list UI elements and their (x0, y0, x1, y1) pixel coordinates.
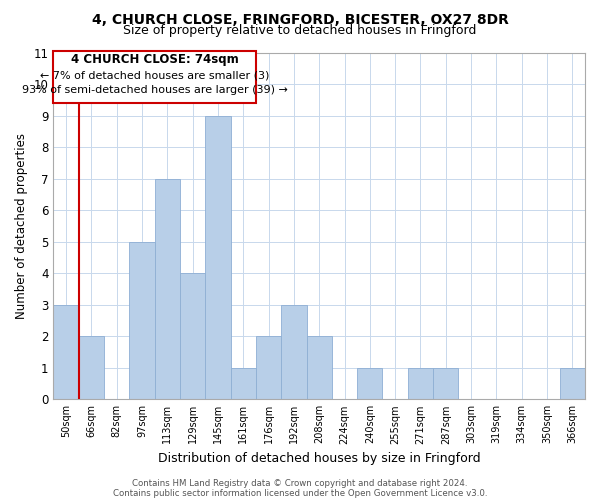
Text: 4, CHURCH CLOSE, FRINGFORD, BICESTER, OX27 8DR: 4, CHURCH CLOSE, FRINGFORD, BICESTER, OX… (92, 12, 508, 26)
Bar (433, 368, 458, 400)
Bar (281, 304, 307, 400)
Y-axis label: Number of detached properties: Number of detached properties (15, 133, 28, 319)
Bar (408, 368, 433, 400)
X-axis label: Distribution of detached houses by size in Fringford: Distribution of detached houses by size … (158, 452, 481, 465)
Bar (560, 368, 585, 400)
Bar (256, 336, 281, 400)
Bar (180, 273, 205, 400)
Text: 93% of semi-detached houses are larger (39) →: 93% of semi-detached houses are larger (… (22, 84, 287, 94)
Bar (205, 116, 230, 400)
Text: 4 CHURCH CLOSE: 74sqm: 4 CHURCH CLOSE: 74sqm (71, 54, 239, 66)
Bar (79, 336, 104, 400)
Text: ← 7% of detached houses are smaller (3): ← 7% of detached houses are smaller (3) (40, 70, 269, 81)
Bar (53, 304, 79, 400)
Bar (130, 242, 155, 400)
Text: Contains HM Land Registry data © Crown copyright and database right 2024.: Contains HM Land Registry data © Crown c… (132, 478, 468, 488)
Bar (230, 368, 256, 400)
Bar (357, 368, 382, 400)
Text: Contains public sector information licensed under the Open Government Licence v3: Contains public sector information licen… (113, 488, 487, 498)
Text: Size of property relative to detached houses in Fringford: Size of property relative to detached ho… (124, 24, 476, 37)
Bar (307, 336, 332, 400)
Bar (155, 178, 180, 400)
